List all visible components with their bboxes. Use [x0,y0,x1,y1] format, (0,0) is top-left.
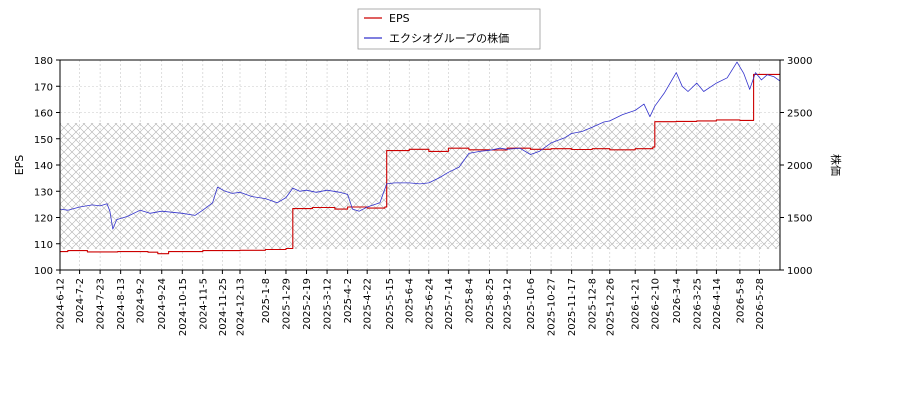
y-right-tick-label: 2000 [787,161,812,172]
x-tick-label: 2025-8-25 [485,278,496,330]
y-left-tick-label: 130 [34,187,53,198]
x-axis: 2024-6-12 2024-7-2 2024-7-23 2024-8-13 2024-… [56,270,766,336]
x-tick-label: 2024-12-13 [236,278,247,336]
legend-box [357,8,541,50]
x-tick-label: 2024-11-5 [198,278,209,330]
y-right-tick-label: 2500 [787,109,812,120]
x-tick-label: 2025-12-26 [605,278,616,336]
series-layer [60,61,780,255]
x-tick-label: 2025-6-4 [405,278,416,323]
x-tick-label: 2026-4-14 [712,278,723,330]
y-right-tick-label: 3000 [787,56,812,67]
y-right-tick-label: 1500 [787,214,812,225]
x-tick-label: 2025-9-12 [503,278,514,330]
x-tick-label: 2024-6-12 [56,278,67,330]
x-tick-label: 2025-7-14 [444,278,455,330]
x-tick-label: 2026-2-10 [650,278,661,330]
y-left-tick-label: 140 [34,161,53,172]
x-tick-label: 2025-12-8 [588,278,599,330]
x-tick-label: 2024-7-23 [96,278,107,330]
y-left-tick-label: 120 [34,214,53,225]
x-tick-label: 2024-11-25 [218,278,229,336]
x-tick-label: 2024-10-15 [178,278,189,336]
y-left-tick-label: 100 [34,266,53,277]
x-tick-label: 2025-8-4 [464,278,475,323]
x-tick-label: 2025-11-17 [567,278,578,336]
x-tick-label: 2024-9-24 [157,278,168,330]
x-tick-label: 2025-3-12 [323,278,334,330]
x-tick-label: 2026-1-21 [631,278,642,330]
series-line-eps [60,73,780,255]
x-tick-label: 2025-4-2 [343,278,354,323]
x-tick-label: 2025-10-27 [547,278,558,336]
hatched-band [60,123,780,249]
x-tick-label: 2025-10-6 [526,278,537,330]
legend-label-price: エクシオグループの株価 [389,31,509,45]
x-tick-label: 2026-3-25 [692,278,703,330]
x-tick-label: 2026-5-28 [755,278,766,330]
x-tick-label: 2025-4-22 [363,278,374,330]
x-tick-label: 2025-5-15 [385,278,396,330]
series-line-price [60,61,780,230]
x-tick-label: 2025-1-8 [261,278,272,323]
legend: EPS エクシオグループの株価 [357,8,541,50]
x-tick-label: 2026-5-8 [735,278,746,323]
x-tick-label: 2025-1-29 [281,278,292,330]
y-left-tick-label: 170 [34,82,53,93]
y-left-tick-label: 180 [34,56,53,67]
legend-label-eps: EPS [389,12,410,25]
y-left-tick-label: 150 [34,135,53,146]
x-tick-label: 2024-9-2 [136,278,147,323]
x-tick-label: 2025-6-24 [424,278,435,330]
y-right-axis: 1000 1500 2000 2500 3000 [780,56,812,277]
x-tick-label: 2024-8-13 [116,278,127,330]
y-right-tick-label: 1000 [787,266,812,277]
x-tick-label: 2024-7-2 [75,278,86,323]
y-right-axis-title: 株価 [829,154,843,176]
x-tick-label: 2025-2-19 [302,278,313,330]
x-tick-label: 2026-3-4 [672,278,683,323]
y-left-tick-label: 160 [34,109,53,120]
y-left-axis-title: EPS [13,155,26,176]
y-left-tick-label: 110 [34,240,53,251]
y-left-axis: 100 110 120 130 140 150 160 170 180 [34,56,60,277]
